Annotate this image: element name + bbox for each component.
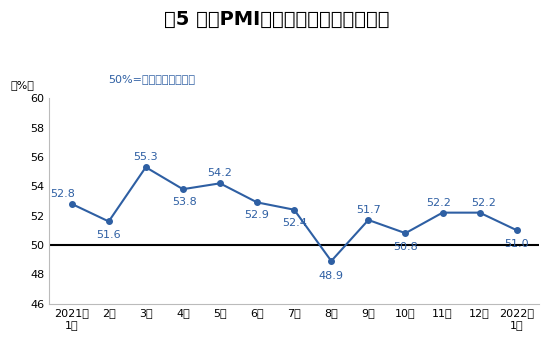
Text: 50.8: 50.8 (393, 242, 418, 252)
Text: 51.0: 51.0 (505, 239, 529, 249)
Text: 图5 综合PMI产出指数（经季节调整）: 图5 综合PMI产出指数（经季节调整） (164, 10, 390, 29)
Text: 52.9: 52.9 (245, 210, 269, 220)
Text: 52.2: 52.2 (471, 198, 496, 207)
Text: 54.2: 54.2 (208, 168, 233, 178)
Text: 51.6: 51.6 (96, 229, 121, 239)
Text: 50%=与上月比较无变化: 50%=与上月比较无变化 (108, 74, 195, 84)
Text: 53.8: 53.8 (172, 197, 197, 207)
Text: 52.8: 52.8 (50, 189, 75, 199)
Text: 48.9: 48.9 (319, 270, 344, 280)
Text: 51.7: 51.7 (356, 205, 381, 215)
Text: 55.3: 55.3 (134, 152, 158, 162)
Text: （%）: （%） (10, 80, 34, 90)
Text: 52.4: 52.4 (282, 218, 306, 228)
Text: 52.2: 52.2 (427, 198, 452, 207)
